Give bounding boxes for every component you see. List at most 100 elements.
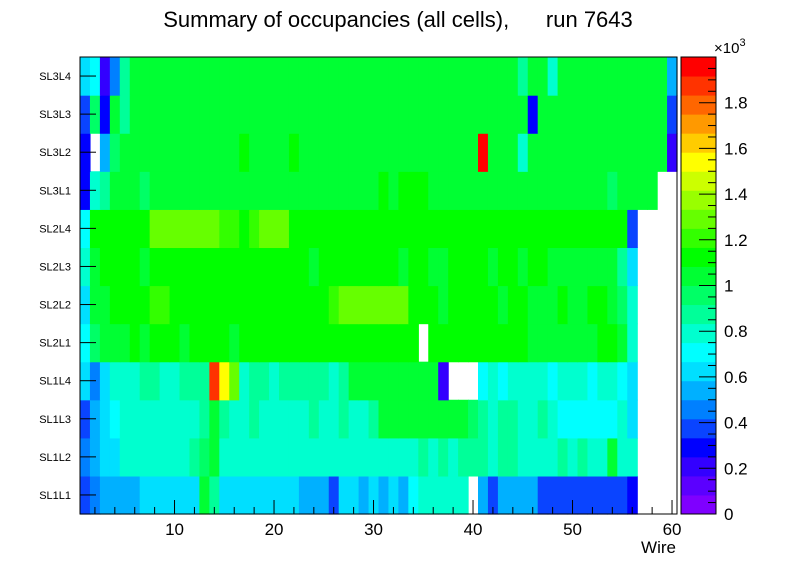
palette-segment: [681, 418, 716, 439]
heatmap-cell: [109, 247, 121, 287]
heatmap-cell: [159, 247, 171, 287]
heatmap-cell: [617, 247, 628, 287]
heatmap-cell: [547, 285, 559, 325]
heatmap-cell: [119, 399, 131, 439]
heatmap-cell: [358, 437, 370, 477]
heatmap-cell: [468, 209, 479, 249]
heatmap-cell: [308, 209, 320, 249]
heatmap-cell: [288, 323, 300, 363]
heatmap-cell: [487, 361, 499, 401]
heatmap-cell: [219, 437, 230, 477]
heatmap-cell: [119, 171, 131, 210]
heatmap-cell: [239, 171, 250, 210]
heatmap-cell: [478, 57, 489, 96]
heatmap-cell: [448, 323, 459, 363]
heatmap-cell: [428, 133, 439, 172]
heatmap-cell: [448, 399, 459, 439]
heatmap-cell: [478, 95, 489, 134]
heatmap-cell: [219, 399, 230, 439]
y-tick-label: SL3L3: [39, 109, 71, 121]
heatmap-cell: [507, 247, 519, 287]
heatmap-cell: [229, 475, 240, 515]
heatmap-cell: [328, 247, 340, 287]
heatmap-cell: [617, 133, 628, 172]
heatmap-cell: [478, 361, 489, 401]
heatmap-cell: [318, 133, 330, 172]
heatmap-cell: [229, 209, 240, 249]
heatmap-cell: [597, 361, 608, 401]
heatmap-cell: [189, 437, 200, 477]
heatmap-cell: [597, 209, 608, 249]
heatmap-cell: [497, 437, 509, 477]
heatmap-cell: [388, 285, 399, 325]
heatmap-cell: [288, 399, 300, 439]
heatmap-cell: [597, 171, 608, 210]
heatmap-cell: [398, 57, 409, 96]
heatmap-cell: [398, 399, 409, 439]
heatmap-cell: [109, 285, 121, 325]
heatmap-cell: [259, 437, 270, 477]
heatmap-cell: [627, 361, 638, 401]
heatmap-cell: [169, 323, 181, 363]
z-multiplier-base: ×10: [714, 40, 739, 57]
heatmap-cell: [497, 133, 509, 172]
heatmap-cell: [219, 171, 230, 210]
x-tick-label: 60: [663, 520, 682, 539]
heatmap-cell: [179, 361, 191, 401]
heatmap-cell: [587, 361, 598, 401]
heatmap-cell: [129, 95, 141, 134]
heatmap-cell: [308, 171, 320, 210]
heatmap-cell: [487, 209, 499, 249]
heatmap-cell: [408, 133, 419, 172]
heatmap-cell: [179, 247, 191, 287]
heatmap-cell: [109, 209, 121, 249]
heatmap-cell: [577, 171, 589, 210]
heatmap-cell: [378, 95, 390, 134]
heatmap-cell: [269, 209, 280, 249]
heatmap-cell: [517, 209, 529, 249]
heatmap-cell: [468, 285, 479, 325]
heatmap-cell: [577, 95, 589, 134]
heatmap-cell: [269, 57, 280, 96]
heatmap-cell: [259, 95, 270, 134]
heatmap-cell: [547, 209, 559, 249]
heatmap-cell: [318, 475, 330, 515]
heatmap-cell: [189, 323, 200, 363]
heatmap-cell: [468, 133, 479, 172]
heatmap-cell: [388, 57, 399, 96]
heatmap-cell: [577, 475, 589, 515]
heatmap-cell: [199, 399, 210, 439]
heatmap-cell: [388, 209, 399, 249]
chart-title: Summary of occupancies (all cells), run …: [163, 7, 633, 32]
heatmap-cell: [418, 171, 429, 210]
y-tick-label: SL2L2: [39, 300, 71, 312]
heatmap-cell: [169, 399, 181, 439]
heatmap-cell: [637, 171, 648, 210]
heatmap-cell: [567, 133, 579, 172]
heatmap-cell: [159, 171, 171, 210]
heatmap-cell: [318, 285, 330, 325]
heatmap-cell: [418, 475, 429, 515]
heatmap-cell: [328, 475, 340, 515]
heatmap-cell: [428, 475, 439, 515]
heatmap-cell: [567, 285, 579, 325]
heatmap-cell: [617, 361, 628, 401]
heatmap-cell: [239, 95, 250, 134]
heatmap-cell: [597, 133, 608, 172]
heatmap-cell: [497, 285, 509, 325]
heatmap-cell: [348, 247, 360, 287]
heatmap-cell: [259, 475, 270, 515]
heatmap-cell: [239, 475, 250, 515]
heatmap-cell: [368, 361, 380, 401]
heatmap-cell: [567, 209, 579, 249]
heatmap-cell: [478, 437, 489, 477]
heatmap-cell: [328, 209, 340, 249]
heatmap-cell: [129, 133, 141, 172]
heatmap-cell: [527, 57, 539, 96]
heatmap-cell: [468, 57, 479, 96]
heatmap-cell: [448, 95, 459, 134]
heatmap-cell: [149, 57, 161, 96]
heatmap-cell: [487, 437, 499, 477]
heatmap-cell: [269, 95, 280, 134]
heatmap-cell: [527, 133, 539, 172]
